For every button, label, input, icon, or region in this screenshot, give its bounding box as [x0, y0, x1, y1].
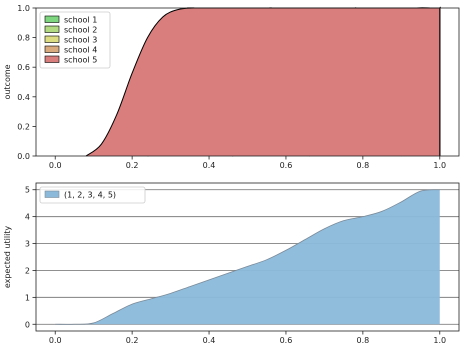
- top-x-tick-label-3: 0.6: [280, 161, 293, 170]
- top-legend-swatch-4: [44, 45, 60, 53]
- top-legend-swatch-3: [44, 35, 60, 43]
- top-y-tick-label-4: 0.8: [17, 34, 30, 43]
- top-legend-label-3: school 3: [64, 36, 97, 45]
- top-y-tick-label-3: 0.6: [17, 63, 30, 72]
- bottom-x-ticks: 0.0 0.2 0.4 0.6 0.8 1.0: [49, 331, 446, 345]
- top-x-tick-label-2: 0.4: [203, 161, 216, 170]
- top-x-tick-label-0: 0.0: [49, 161, 62, 170]
- top-x-tick-label-5: 1.0: [433, 161, 446, 170]
- top-x-tick-label-1: 0.2: [126, 161, 139, 170]
- bottom-x-tick-label-0: 0.0: [49, 336, 62, 345]
- bottom-legend-box: [39, 186, 146, 204]
- top-legend-swatch-2: [44, 25, 60, 33]
- bottom-y-tick-label-4: 4: [25, 213, 30, 222]
- bottom-x-tick-label-4: 0.8: [356, 336, 369, 345]
- top-y-tick-label-0: 0.0: [17, 152, 30, 161]
- top-legend-swatch-1: [44, 15, 60, 23]
- top-area-series: [85, 6, 441, 157]
- bottom-x-tick-label-1: 0.2: [126, 336, 139, 345]
- bottom-legend: (1, 2, 3, 4, 5): [39, 186, 146, 204]
- bottom-x-tick-label-2: 0.4: [203, 336, 216, 345]
- top-x-ticks: 0.0 0.2 0.4 0.6 0.8 1.0: [49, 156, 446, 170]
- top-legend-label-1: school 1: [64, 16, 97, 25]
- bottom-y-tick-label-1: 1: [25, 293, 30, 302]
- top-legend-label-2: school 2: [64, 26, 97, 35]
- bottom-y-tick-label-0: 0: [25, 320, 30, 329]
- top-y-ticks: 0.0 0.2 0.4 0.6 0.8 1.0: [17, 4, 36, 161]
- bottom-area-edge-1: [55, 189, 440, 325]
- top-y-tick-label-1: 0.2: [17, 122, 30, 131]
- bottom-x-tick-label-3: 0.6: [280, 336, 293, 345]
- bottom-y-axis-label: expected utility: [3, 226, 12, 289]
- bottom-area-series: [55, 189, 440, 325]
- bottom-y-ticks: 0 1 2 3 4 5: [25, 186, 36, 329]
- bottom-x-tick-label-5: 1.0: [433, 336, 446, 345]
- top-legend-swatch-5: [44, 55, 60, 63]
- top-legend-label-5: school 5: [64, 56, 97, 65]
- bottom-area-fill-1: [55, 189, 440, 325]
- top-y-axis-label: outcome: [3, 64, 12, 99]
- top-area-fill-5: [85, 7, 440, 157]
- top-y-tick-label-2: 0.4: [17, 93, 30, 102]
- bottom-legend-swatch-1: [44, 190, 60, 198]
- bottom-plot-frame: [35, 182, 460, 332]
- bottom-y-tick-label-5: 5: [25, 186, 30, 195]
- top-chart-panel: 0.0 0.2 0.4 0.6 0.8 1.0 0.0 0.2 0.4 0.6 0.8 1.0 ou…: [3, 4, 460, 170]
- top-legend-label-4: school 4: [64, 46, 97, 55]
- bottom-y-tick-label-2: 2: [25, 266, 30, 275]
- top-plot-frame: [35, 7, 460, 157]
- bottom-legend-label-1: (1, 2, 3, 4, 5): [64, 191, 116, 200]
- bottom-y-tick-label-3: 3: [25, 240, 30, 249]
- bottom-chart-panel: 0.0 0.2 0.4 0.6 0.8 1.0 0 1 2 3 4 5 expected utili…: [3, 182, 460, 345]
- top-y-tick-label-5: 1.0: [17, 4, 30, 13]
- top-x-tick-label-4: 0.8: [356, 161, 369, 170]
